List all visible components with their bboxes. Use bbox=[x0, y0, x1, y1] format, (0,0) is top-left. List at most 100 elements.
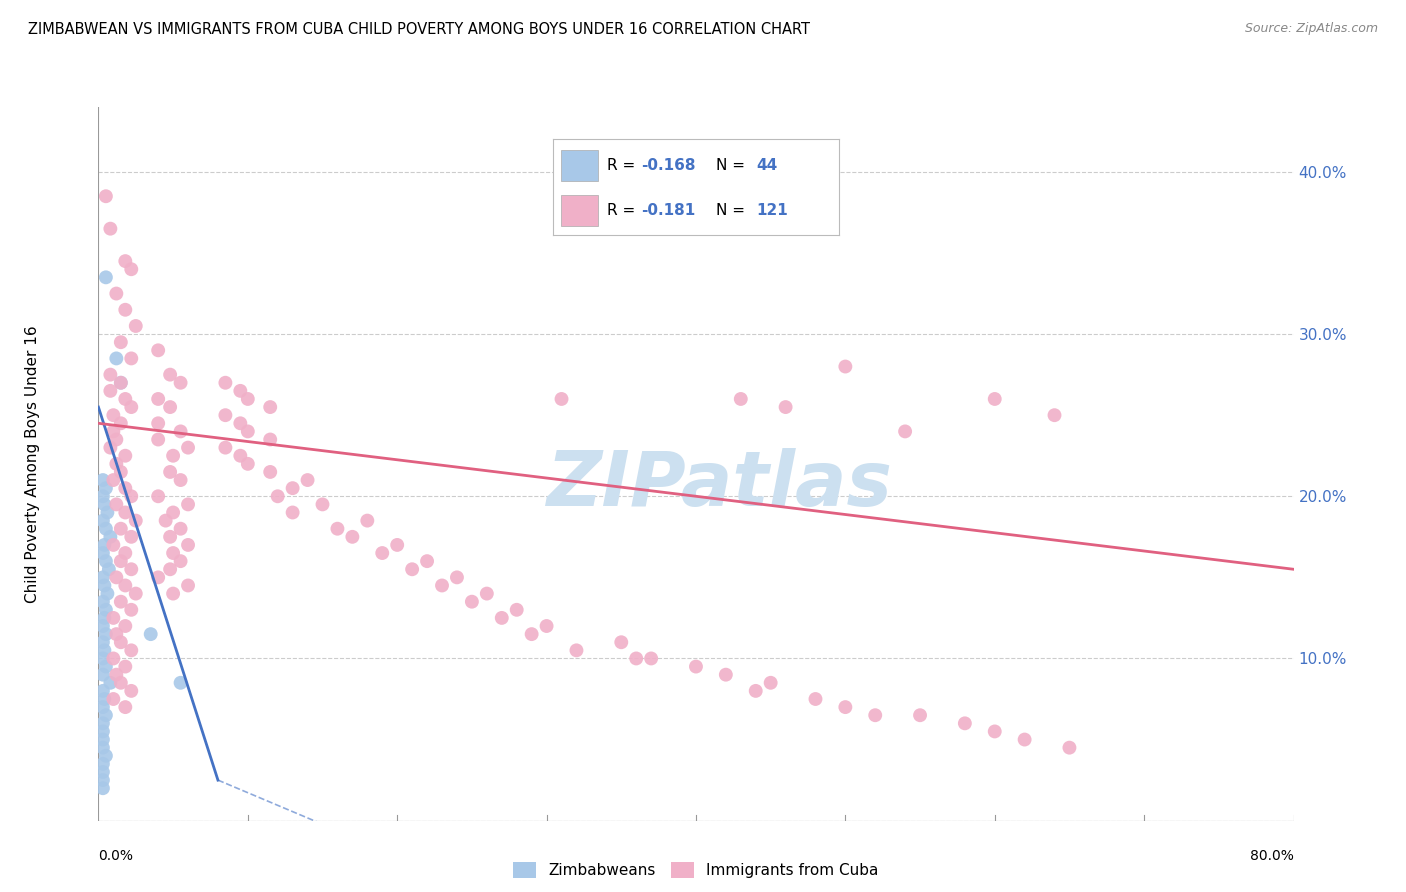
Point bbox=[91, 619, 114, 633]
Point bbox=[120, 489, 142, 503]
Point bbox=[1043, 408, 1066, 422]
Text: R =: R = bbox=[607, 158, 640, 173]
Point bbox=[177, 578, 200, 592]
Point bbox=[94, 189, 117, 203]
Point bbox=[745, 684, 768, 698]
Point bbox=[148, 433, 170, 447]
Point bbox=[177, 538, 200, 552]
Point bbox=[114, 449, 136, 463]
Point bbox=[93, 643, 115, 657]
Point bbox=[550, 392, 572, 406]
Point bbox=[159, 530, 181, 544]
Point bbox=[120, 643, 142, 657]
Point bbox=[114, 481, 136, 495]
Point bbox=[94, 522, 117, 536]
Point bbox=[91, 773, 114, 788]
Point bbox=[91, 651, 114, 665]
Point bbox=[105, 667, 128, 681]
Point bbox=[110, 376, 132, 390]
Point bbox=[385, 538, 409, 552]
Point bbox=[94, 554, 117, 568]
Text: -0.168: -0.168 bbox=[641, 158, 696, 173]
Point bbox=[110, 376, 132, 390]
Point bbox=[105, 497, 128, 511]
Point bbox=[110, 417, 132, 431]
Legend: Zimbabweans, Immigrants from Cuba: Zimbabweans, Immigrants from Cuba bbox=[508, 856, 884, 884]
Point bbox=[229, 417, 252, 431]
Point bbox=[125, 318, 148, 333]
Point bbox=[100, 221, 122, 235]
Point bbox=[520, 627, 543, 641]
Text: -0.181: -0.181 bbox=[641, 203, 696, 218]
Point bbox=[730, 392, 752, 406]
Point bbox=[110, 595, 132, 609]
Point bbox=[177, 441, 200, 455]
Point bbox=[103, 692, 125, 706]
Point bbox=[114, 546, 136, 560]
Point bbox=[162, 449, 184, 463]
Point bbox=[834, 359, 856, 374]
Point bbox=[105, 351, 128, 366]
Point bbox=[114, 302, 136, 317]
Point bbox=[103, 408, 125, 422]
Point bbox=[430, 578, 453, 592]
Point bbox=[475, 586, 498, 600]
Point bbox=[125, 514, 148, 528]
Point bbox=[94, 659, 117, 673]
Point bbox=[91, 595, 114, 609]
Point bbox=[100, 384, 122, 398]
Point bbox=[953, 716, 976, 731]
Point bbox=[159, 465, 181, 479]
Point bbox=[114, 392, 136, 406]
Point bbox=[148, 343, 170, 358]
Point bbox=[91, 716, 114, 731]
Point bbox=[100, 530, 122, 544]
Point bbox=[259, 433, 281, 447]
Point bbox=[94, 708, 117, 723]
Point bbox=[159, 562, 181, 576]
Point bbox=[640, 651, 662, 665]
Text: N =: N = bbox=[716, 158, 749, 173]
Point bbox=[148, 392, 170, 406]
Point bbox=[159, 400, 181, 414]
Point bbox=[834, 700, 856, 714]
Point bbox=[865, 708, 887, 723]
Point bbox=[169, 425, 191, 439]
Point bbox=[685, 659, 707, 673]
Point bbox=[97, 562, 120, 576]
Point bbox=[94, 627, 117, 641]
Point bbox=[91, 635, 114, 649]
Point bbox=[169, 376, 191, 390]
Point bbox=[565, 643, 588, 657]
Point bbox=[281, 481, 304, 495]
Text: N =: N = bbox=[716, 203, 749, 218]
Point bbox=[94, 748, 117, 763]
Point bbox=[94, 481, 117, 495]
Point bbox=[105, 570, 128, 584]
Point bbox=[120, 684, 142, 698]
Point bbox=[105, 627, 128, 641]
Point bbox=[229, 449, 252, 463]
Point bbox=[114, 506, 136, 520]
Text: ZIPatlas: ZIPatlas bbox=[547, 449, 893, 522]
Text: 121: 121 bbox=[756, 203, 787, 218]
Point bbox=[110, 675, 132, 690]
Point bbox=[159, 368, 181, 382]
Point bbox=[93, 578, 115, 592]
Point bbox=[148, 570, 170, 584]
Point bbox=[155, 514, 177, 528]
Point bbox=[120, 530, 142, 544]
Point bbox=[103, 538, 125, 552]
Point bbox=[100, 368, 122, 382]
Point bbox=[229, 384, 252, 398]
Point bbox=[297, 473, 319, 487]
Point bbox=[1059, 740, 1081, 755]
Point bbox=[91, 781, 114, 796]
Point bbox=[236, 457, 259, 471]
Point bbox=[100, 441, 122, 455]
Point bbox=[162, 546, 184, 560]
Point bbox=[91, 546, 114, 560]
Point bbox=[759, 675, 782, 690]
Point bbox=[281, 506, 304, 520]
Point bbox=[804, 692, 827, 706]
